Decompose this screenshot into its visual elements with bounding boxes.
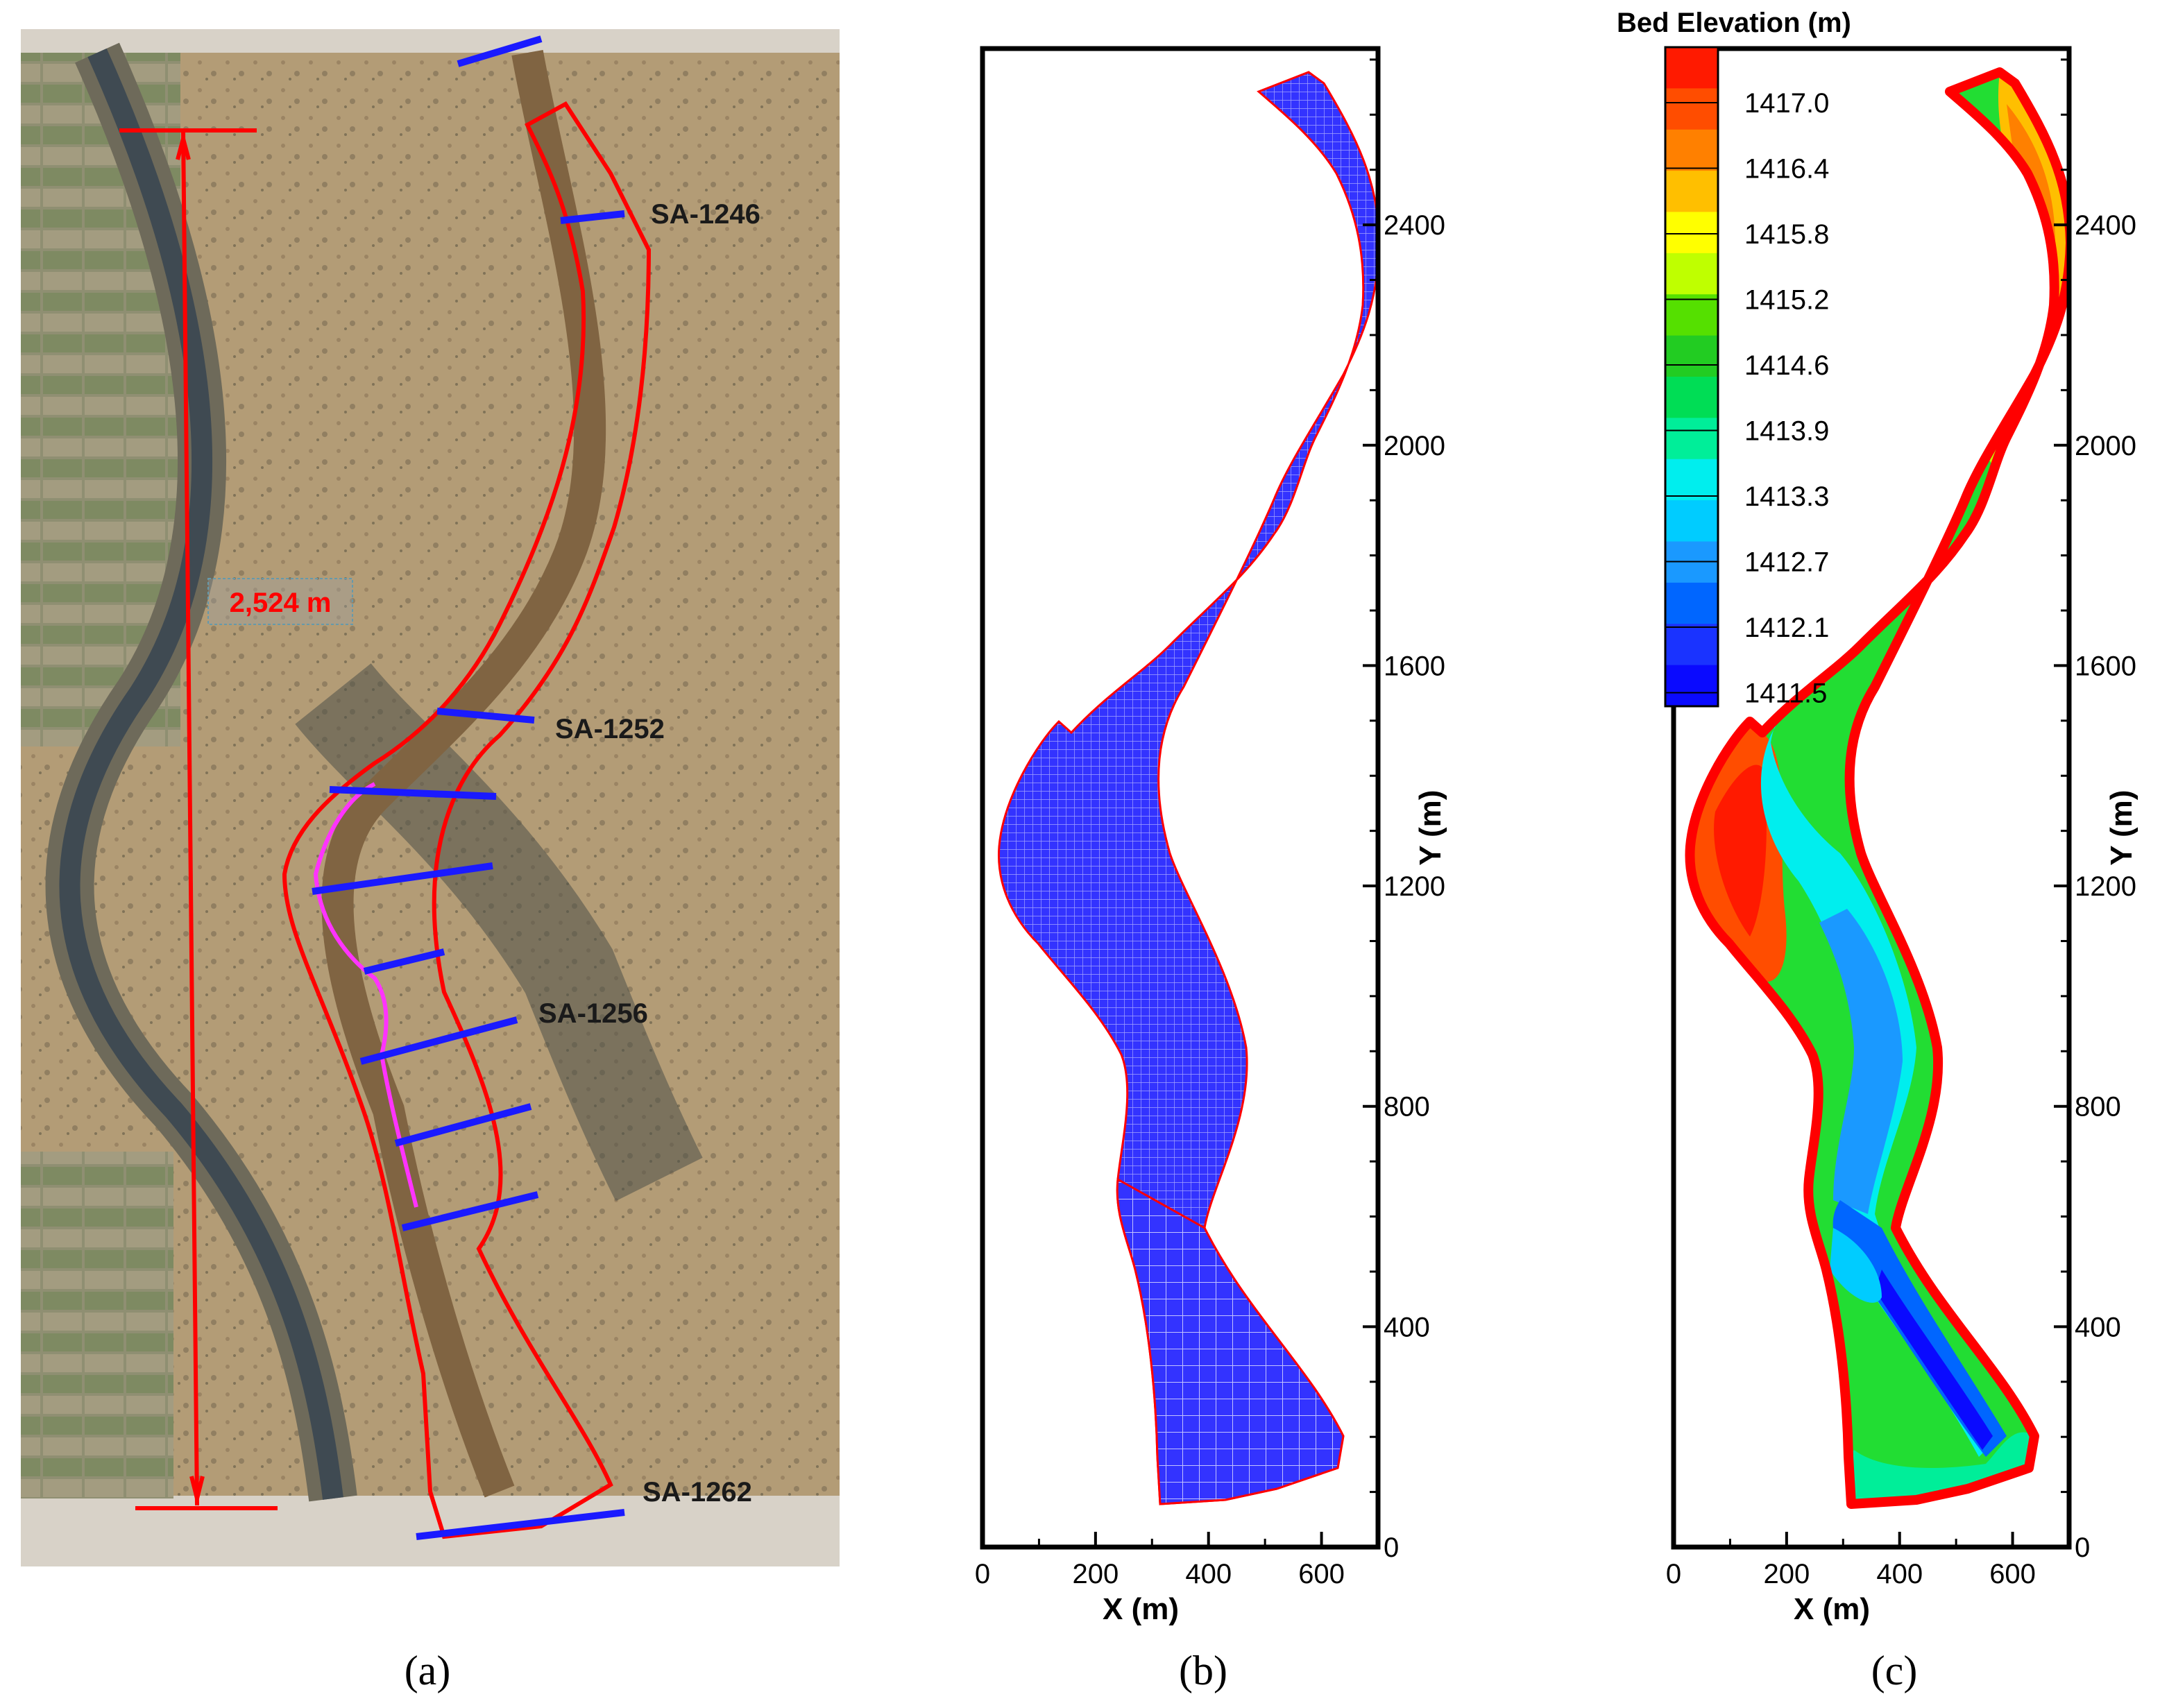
colorbar-swatch <box>1665 47 1718 89</box>
x-tick-label: 400 <box>1876 1559 1923 1589</box>
y-tick-label: 2000 <box>2075 431 2136 461</box>
colorbar-swatch <box>1665 294 1718 336</box>
axes-c: 0 200 400 600 0 400 800 1200 1600 2000 2400 X (m) Y … <box>1666 58 2138 1626</box>
contour-band <box>1848 1432 2034 1504</box>
colorbar-swatch <box>1665 459 1718 502</box>
arrow-head-top <box>176 130 191 160</box>
farm-fields-lower <box>21 1152 173 1498</box>
colorbar-swatch <box>1665 88 1718 130</box>
y-tick-label: 1600 <box>2075 651 2136 681</box>
cross-section-line <box>401 1191 539 1231</box>
section-label-sa-1262: SA-1262 <box>643 1477 752 1508</box>
colorbar-label: 1416.4 <box>1744 154 1829 185</box>
length-scale-bar <box>119 128 278 1510</box>
contour-band <box>1819 909 1903 1214</box>
y-tick-label: 2000 <box>1384 431 1445 461</box>
colorbar-label: 1413.3 <box>1744 481 1829 512</box>
colorbar: 1417.0 1416.4 1415.8 1415.2 1414.6 1413.9 1413… <box>1664 46 1829 709</box>
section-label-sa-1256: SA-1256 <box>538 998 648 1029</box>
colorbar-swatch <box>1665 171 1718 213</box>
y-tick-label: 0 <box>2075 1532 2090 1563</box>
y-tick-label: 1600 <box>1384 651 1445 681</box>
colorbar-label: 1415.8 <box>1744 219 1829 250</box>
x-tick-label: 600 <box>1298 1559 1345 1589</box>
x-axis-label: X (m) <box>1794 1592 1870 1626</box>
thalweg-line <box>313 782 418 1208</box>
arrow-head-bottom <box>189 1476 205 1499</box>
x-tick-label: 200 <box>1072 1559 1119 1589</box>
scale-bar-line <box>181 130 199 1506</box>
colorbar-swatch <box>1665 500 1718 543</box>
colorbar-swatch <box>1665 253 1718 296</box>
y-tick-label: 1200 <box>1384 871 1445 902</box>
y-tick-label: 800 <box>1384 1092 1430 1122</box>
study-reach-boundary <box>282 101 652 1539</box>
cross-section-line <box>436 708 535 724</box>
contour-band <box>1875 1270 1993 1450</box>
y-tick-label: 400 <box>1384 1312 1430 1342</box>
colorbar-label: 1414.6 <box>1744 350 1829 381</box>
cross-section-line <box>416 1509 625 1540</box>
contour-band <box>1714 765 1767 937</box>
section-label-sa-1246: SA-1246 <box>651 199 760 230</box>
panel-b-mesh-plot: 0 200 400 600 0 400 800 1200 1600 2000 2400 X (m) Y … <box>975 46 1447 1626</box>
x-tick-label: 0 <box>1666 1559 1681 1589</box>
colorbar-frame <box>1664 46 1719 708</box>
panel-c-bed-elevation: 0 200 400 600 0 400 800 1200 1600 2000 2400 X (m) Y … <box>1617 8 2138 1626</box>
caption-a: (a) <box>405 1648 451 1693</box>
x-tick-label: 600 <box>1989 1559 2036 1589</box>
cross-section-line <box>312 862 493 895</box>
length-label-box <box>207 578 353 625</box>
cross-section-line <box>363 948 445 975</box>
colorbar-label: 1413.9 <box>1744 416 1829 447</box>
cross-section-line <box>560 210 625 224</box>
x-axis-label: X (m) <box>1103 1592 1179 1626</box>
section-label-sa-1252: SA-1252 <box>555 714 665 744</box>
panel-a-aerial-map: 2,524 m SA-1246 SA-1252 SA-1256 SA-1262 <box>21 29 840 1566</box>
contour-band <box>1830 1228 1882 1303</box>
cross-sections <box>312 35 625 1540</box>
cross-section-line <box>457 35 543 67</box>
colorbar-swatch <box>1665 335 1718 377</box>
axes-b: 0 200 400 600 0 400 800 1200 1600 2000 2400 X (m) Y … <box>975 58 1447 1626</box>
colorbar-swatch <box>1665 212 1718 254</box>
y-axis-label: Y (m) <box>2104 790 2138 866</box>
x-tick-label: 0 <box>975 1559 990 1589</box>
plot-frame <box>1671 46 2072 1550</box>
colorbar-swatch <box>1665 624 1718 666</box>
cross-section-line <box>329 786 497 800</box>
colorbar-swatch <box>1665 582 1718 625</box>
y-tick-label: 0 <box>1384 1532 1399 1563</box>
colorbar-swatch <box>1665 665 1718 707</box>
y-tick-label: 2400 <box>2075 210 2136 241</box>
colorbar-label: 1411.5 <box>1744 678 1827 709</box>
plot-frame <box>980 46 1381 1550</box>
y-axis-label: Y (m) <box>1413 790 1447 866</box>
colorbar-swatch <box>1665 377 1718 419</box>
y-tick-label: 1200 <box>2075 871 2136 902</box>
y-tick-label: 800 <box>2075 1092 2121 1122</box>
caption-b: (b) <box>1179 1648 1227 1693</box>
colorbar-swatch <box>1665 418 1718 460</box>
length-label: 2,524 m <box>230 588 332 618</box>
x-tick-label: 200 <box>1763 1559 1810 1589</box>
colorbar-label: 1415.2 <box>1744 285 1829 316</box>
x-tick-label: 400 <box>1185 1559 1232 1589</box>
caption-c: (c) <box>1871 1648 1918 1693</box>
computational-mesh-lower <box>1116 1177 1345 1505</box>
colorbar-label: 1417.0 <box>1744 88 1829 119</box>
cross-section-line <box>394 1103 532 1147</box>
y-tick-label: 2400 <box>1384 210 1445 241</box>
canal-water <box>59 48 343 1500</box>
contour-bands <box>1690 72 2069 1504</box>
y-tick-label: 400 <box>2075 1312 2121 1342</box>
domain-boundary <box>1685 67 2069 1509</box>
colorbar-swatch <box>1665 541 1718 583</box>
colorbar-title: Bed Elevation (m) <box>1617 8 1851 38</box>
colorbar-swatch <box>1665 129 1718 172</box>
colorbar-label: 1412.7 <box>1744 547 1829 578</box>
colorbar-label: 1412.1 <box>1744 613 1829 643</box>
cross-section-line <box>359 1016 518 1065</box>
